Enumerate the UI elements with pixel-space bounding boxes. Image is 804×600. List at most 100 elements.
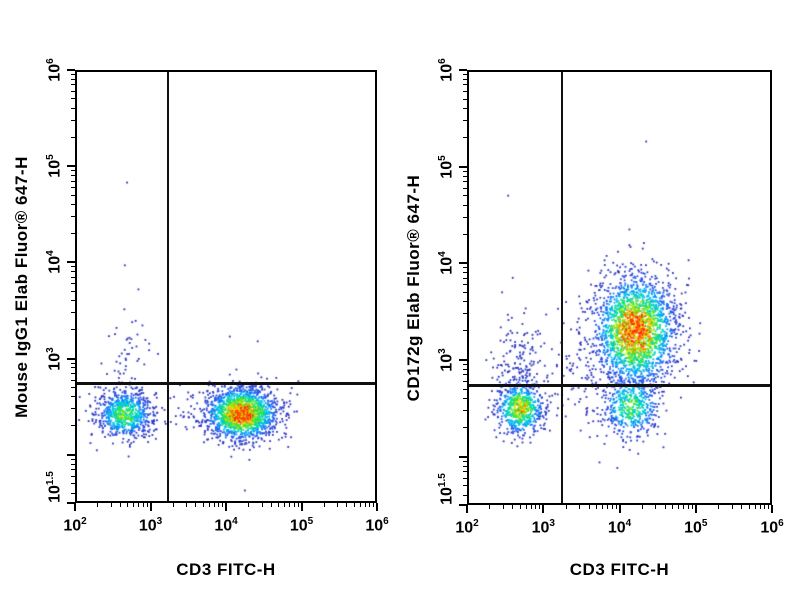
x-minor-tick xyxy=(270,503,272,507)
y-major-tick xyxy=(459,504,467,506)
y-minor-tick xyxy=(71,367,75,369)
x-minor-tick xyxy=(293,503,295,507)
x-minor-tick xyxy=(768,505,769,509)
y-minor-tick xyxy=(71,373,75,375)
y-minor-tick xyxy=(463,388,467,390)
x-minor-tick xyxy=(535,505,537,509)
x-minor-tick xyxy=(655,505,657,509)
y-minor-tick xyxy=(463,368,467,370)
y-minor-tick xyxy=(463,380,467,382)
y-major-tick xyxy=(459,262,467,265)
x-minor-tick xyxy=(764,505,766,509)
x-major-tick xyxy=(149,503,152,511)
y-minor-tick xyxy=(71,276,75,278)
y-minor-tick xyxy=(463,216,467,218)
quadrant-gate-horizontal-right xyxy=(469,383,770,387)
scatter-canvas-right xyxy=(469,72,770,503)
x-tick-label: 106 xyxy=(365,516,389,535)
x-minor-tick xyxy=(579,505,581,509)
y-major-tick xyxy=(67,502,75,504)
y-minor-tick xyxy=(71,187,75,189)
y-major-tick xyxy=(459,69,467,71)
y-minor-tick xyxy=(71,180,75,182)
x-minor-tick xyxy=(337,503,339,507)
x-minor-tick xyxy=(248,503,250,507)
y-minor-tick xyxy=(463,204,467,206)
y-minor-tick xyxy=(463,284,467,286)
y-minor-tick xyxy=(71,216,75,218)
y-axis-title-right: CD172g Elab Fluor® 647-H xyxy=(404,174,423,401)
y-minor-tick xyxy=(463,120,467,122)
x-minor-tick xyxy=(138,503,140,507)
y-tick-label: 106 xyxy=(45,58,64,82)
x-minor-tick xyxy=(539,505,541,509)
y-minor-tick xyxy=(71,271,75,273)
y-tick-label: 104 xyxy=(45,250,64,275)
y-minor-tick xyxy=(463,374,467,376)
y-minor-tick xyxy=(463,90,467,92)
x-minor-tick xyxy=(691,505,693,509)
x-tick-label: 106 xyxy=(760,518,784,537)
y-minor-tick xyxy=(463,494,467,496)
x-tick-label: 103 xyxy=(138,516,163,535)
y-minor-tick xyxy=(463,98,467,100)
x-axis-title-right: CD3 FITC-H xyxy=(569,560,670,579)
y-minor-tick xyxy=(71,362,75,364)
y-tick-label: 103 xyxy=(437,348,456,372)
y-tick-label: 101.5 xyxy=(45,471,64,503)
x-minor-tick xyxy=(519,505,521,509)
y-tick-label: 105 xyxy=(45,154,64,178)
y-minor-tick xyxy=(71,107,75,109)
x-minor-tick xyxy=(754,505,756,509)
y-minor-tick xyxy=(71,396,75,398)
y-minor-tick xyxy=(71,194,75,196)
y-major-tick xyxy=(67,69,75,71)
y-minor-tick xyxy=(71,98,75,100)
x-minor-tick xyxy=(596,505,598,509)
x-minor-tick xyxy=(278,503,280,507)
x-minor-tick xyxy=(683,505,685,509)
x-minor-tick xyxy=(602,505,604,509)
y-minor-tick xyxy=(71,170,75,172)
x-tick-label: 104 xyxy=(214,516,238,535)
y-minor-tick xyxy=(71,266,75,268)
x-minor-tick xyxy=(731,505,733,509)
y-minor-tick xyxy=(71,312,75,314)
x-minor-tick xyxy=(218,503,220,507)
x-minor-tick xyxy=(489,505,491,509)
y-minor-tick xyxy=(463,460,467,462)
y-minor-tick xyxy=(463,485,467,487)
x-axis-title-left: CD3 FITC-H xyxy=(176,560,276,579)
y-minor-tick xyxy=(71,136,75,138)
y-major-tick xyxy=(67,261,75,264)
x-minor-tick xyxy=(142,503,144,507)
y-tick-label: 105 xyxy=(437,154,456,179)
y-minor-tick xyxy=(463,301,467,303)
x-major-tick xyxy=(618,505,621,513)
x-tick-label: 105 xyxy=(684,518,708,537)
x-major-tick xyxy=(225,503,227,511)
x-minor-tick xyxy=(741,505,743,509)
y-minor-tick xyxy=(463,73,467,75)
x-minor-tick xyxy=(127,503,129,507)
x-minor-tick xyxy=(687,505,689,509)
x-minor-tick xyxy=(641,505,643,509)
y-minor-tick xyxy=(463,471,467,473)
y-major-tick xyxy=(67,453,75,456)
y-minor-tick xyxy=(71,204,75,205)
y-major-tick xyxy=(459,359,467,361)
x-major-tick xyxy=(694,505,697,513)
y-minor-tick xyxy=(71,387,75,389)
y-minor-tick xyxy=(463,272,467,274)
y-minor-tick xyxy=(71,119,75,121)
x-minor-tick xyxy=(364,503,366,507)
x-major-tick xyxy=(771,505,773,513)
x-major-tick xyxy=(74,503,76,511)
y-minor-tick xyxy=(71,458,75,460)
y-minor-tick xyxy=(463,170,467,172)
y-minor-tick xyxy=(71,492,75,494)
x-minor-tick xyxy=(369,503,371,507)
quadrant-gate-vertical-left xyxy=(166,72,169,501)
x-minor-tick xyxy=(146,503,148,507)
